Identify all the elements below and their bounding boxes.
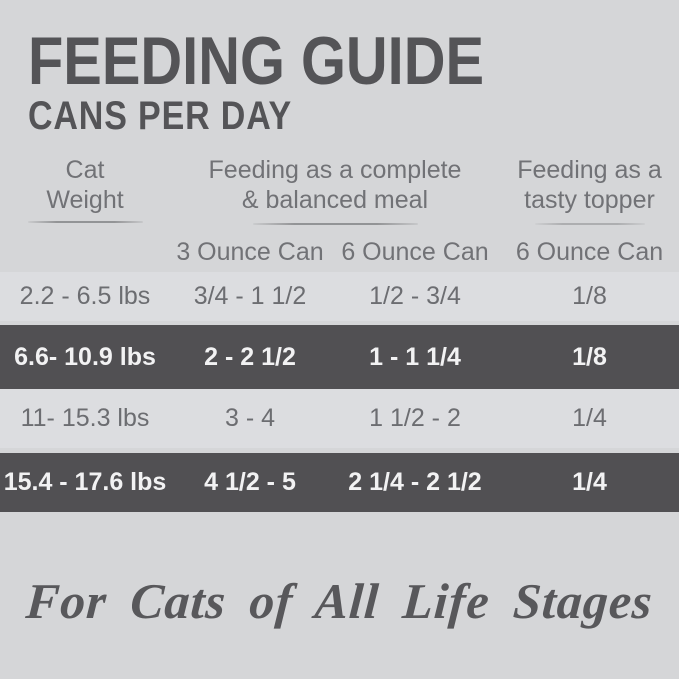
subheader-6oz-can-topper: 6 Ounce Can [515, 238, 664, 266]
cell-6oz-meal: 2 1/4 - 2 1/2 [348, 468, 482, 496]
header-underline [27, 221, 143, 223]
cell-6oz-meal: 1 - 1 1/4 [369, 342, 461, 371]
table-row: 2.2 - 6.5 lbs 3/4 - 1 1/2 1/2 - 3/4 1/8 [0, 272, 679, 321]
cell-3oz-meal: 3/4 - 1 1/2 [193, 282, 307, 310]
page-subtitle: CANS PER DAY [28, 94, 293, 138]
cell-6oz-topper: 1/8 [572, 342, 607, 371]
subheader-row: 3 Ounce Can 6 Ounce Can 6 Ounce Can [0, 238, 679, 266]
cell-6oz-topper: 1/8 [572, 282, 607, 310]
cell-cat-weight: 2.2 - 6.5 lbs [19, 282, 151, 310]
page-title: FEEDING GUIDE [28, 23, 485, 99]
column-header-cat-weight: Cat Weight [0, 155, 170, 223]
column-header-complete-meal: Feeding as a complete & balanced meal [170, 155, 500, 225]
cell-6oz-meal: 1/2 - 3/4 [369, 282, 461, 310]
column-header-tasty-topper: Feeding as a tasty topper [500, 155, 679, 225]
subheader-6oz-can-meal: 6 Ounce Can [341, 238, 489, 266]
cell-cat-weight: 6.6- 10.9 lbs [14, 342, 156, 371]
cell-3oz-meal: 3 - 4 [224, 404, 276, 432]
cell-6oz-topper: 1/4 [572, 404, 607, 432]
cell-3oz-meal: 4 1/2 - 5 [204, 468, 296, 496]
column-header-label: Cat Weight [46, 156, 124, 214]
cell-3oz-meal: 2 - 2 1/2 [204, 342, 296, 371]
table-row: 11- 15.3 lbs 3 - 4 1 1/2 - 2 1/4 [0, 389, 679, 448]
subheader-3oz-can: 3 Ounce Can [176, 238, 324, 266]
header-underline [252, 223, 418, 225]
cell-6oz-meal: 1 1/2 - 2 [369, 404, 461, 432]
column-header-label: Feeding as a tasty topper [517, 156, 662, 214]
cell-cat-weight: 11- 15.3 lbs [20, 404, 150, 432]
header-underline [534, 223, 645, 225]
cell-cat-weight: 15.4 - 17.6 lbs [3, 468, 167, 496]
column-header-label: Feeding as a complete & balanced meal [208, 156, 462, 214]
cell-6oz-topper: 1/4 [572, 468, 607, 496]
table-row: 15.4 - 17.6 lbs 4 1/2 - 5 2 1/4 - 2 1/2 … [0, 453, 679, 512]
tagline-all-life-stages: For Cats of All Life Stages [24, 573, 655, 629]
table-row: 6.6- 10.9 lbs 2 - 2 1/2 1 - 1 1/4 1/8 [0, 325, 679, 389]
